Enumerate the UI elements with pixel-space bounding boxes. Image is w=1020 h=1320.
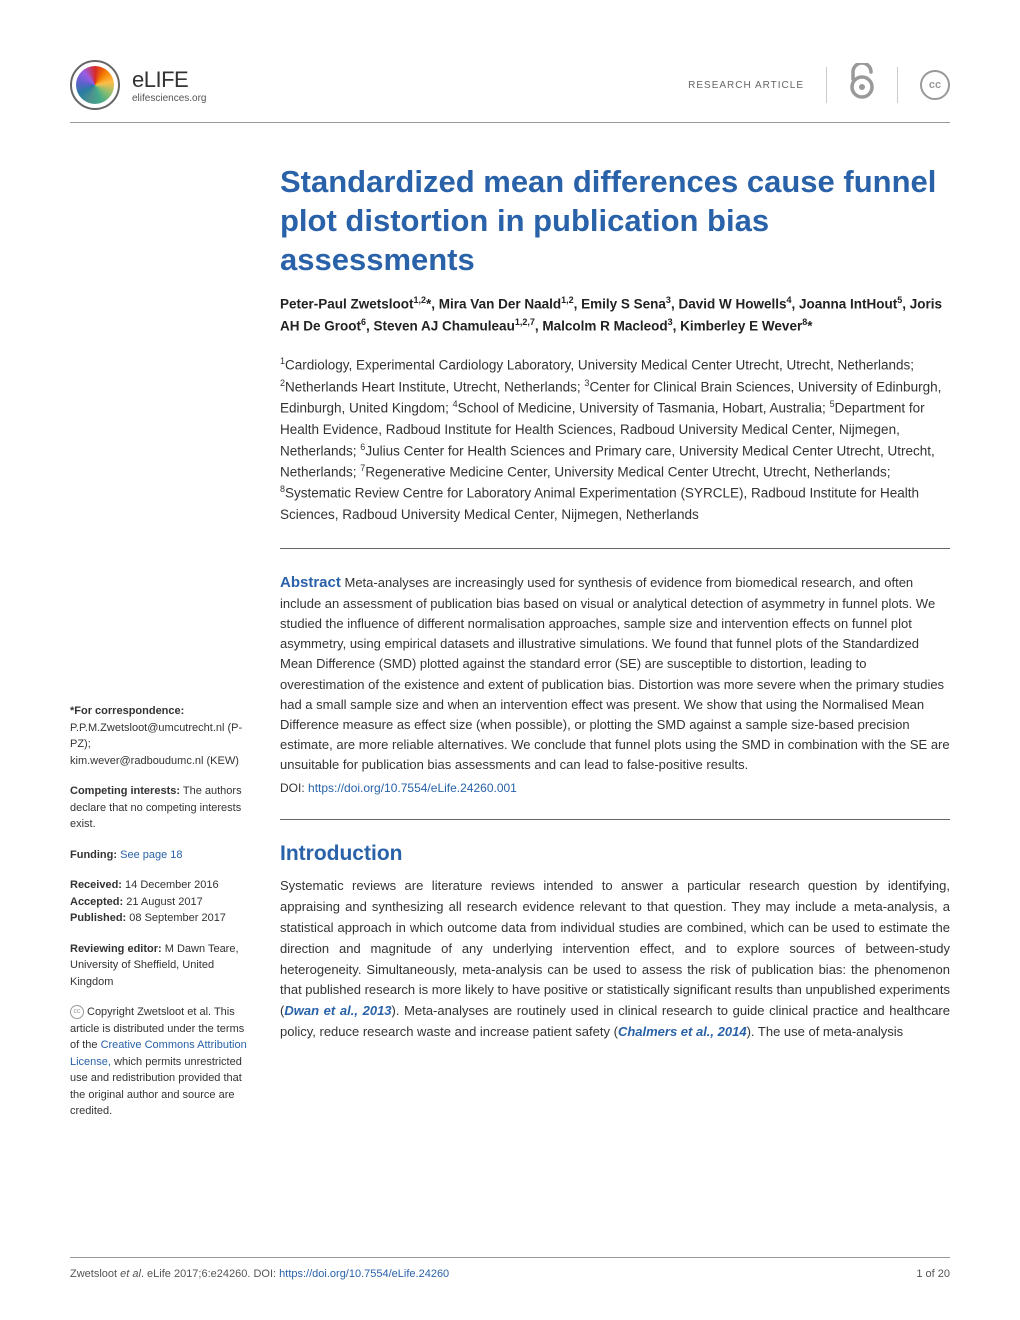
competing-label: Competing interests: — [70, 785, 180, 797]
published-label: Published: — [70, 912, 126, 924]
abstract-block: Abstract Meta-analyses are increasingly … — [280, 571, 950, 776]
article-type-label: RESEARCH ARTICLE — [688, 80, 804, 91]
funding-label: Funding: — [70, 849, 117, 861]
abstract-text: Meta-analyses are increasingly used for … — [280, 575, 950, 772]
received-label: Received: — [70, 879, 122, 891]
elife-logo-icon — [70, 60, 120, 110]
correspondence-block: *For correspondence: P.P.M.Zwetsloot@umc… — [70, 703, 250, 769]
received-date: 14 December 2016 — [125, 879, 219, 891]
correspondence-email-1[interactable]: P.P.M.Zwetsloot@umcutrecht.nl (P-PZ); — [70, 722, 242, 751]
funding-block: Funding: See page 18 — [70, 847, 250, 864]
footer-doi-link[interactable]: https://doi.org/10.7554/eLife.24260 — [279, 1268, 449, 1280]
article-title: Standardized mean differences cause funn… — [280, 163, 950, 279]
competing-interests-block: Competing interests: The authors declare… — [70, 783, 250, 833]
copyright-block: ccCopyright Zwetsloot et al. This articl… — [70, 1004, 250, 1120]
open-access-icon — [849, 63, 875, 107]
journal-url[interactable]: elifesciences.org — [132, 93, 206, 104]
page-number: 1 of 20 — [916, 1268, 950, 1280]
doi-block: DOI: https://doi.org/10.7554/eLife.24260… — [280, 781, 950, 795]
correspondence-email-2[interactable]: kim.wever@radboudumc.nl (KEW) — [70, 755, 239, 767]
cc-icon: cc — [920, 70, 950, 100]
accepted-label: Accepted: — [70, 896, 123, 908]
divider — [826, 67, 827, 103]
divider — [280, 548, 950, 549]
abstract-label: Abstract — [280, 574, 341, 591]
sidebar: *For correspondence: P.P.M.Zwetsloot@umc… — [70, 163, 250, 1134]
correspondence-label: *For correspondence: — [70, 705, 184, 717]
journal-name: eLIFE — [132, 67, 206, 93]
affiliations-list: 1Cardiology, Experimental Cardiology Lab… — [280, 355, 950, 525]
journal-logo: eLIFE elifesciences.org — [70, 60, 206, 110]
main-content: Standardized mean differences cause funn… — [280, 163, 950, 1134]
divider — [280, 819, 950, 820]
reviewing-label: Reviewing editor: — [70, 943, 162, 955]
accepted-date: 21 August 2017 — [126, 896, 202, 908]
introduction-body: Systematic reviews are literature review… — [280, 876, 950, 1042]
page-footer: Zwetsloot et al. eLife 2017;6:e24260. DO… — [70, 1257, 950, 1280]
dates-block: Received: 14 December 2016 Accepted: 21 … — [70, 877, 250, 927]
introduction-heading: Introduction — [280, 842, 950, 866]
page-header: eLIFE elifesciences.org RESEARCH ARTICLE… — [70, 60, 950, 123]
doi-label: DOI: — [280, 781, 305, 795]
cc-small-icon: cc — [70, 1005, 84, 1019]
divider — [897, 67, 898, 103]
reviewing-editor-block: Reviewing editor: M Dawn Teare, Universi… — [70, 941, 250, 991]
footer-citation: Zwetsloot et al. eLife 2017;6:e24260. DO… — [70, 1268, 449, 1280]
funding-link[interactable]: See page 18 — [120, 849, 182, 861]
doi-link[interactable]: https://doi.org/10.7554/eLife.24260.001 — [308, 781, 517, 795]
authors-list: Peter-Paul Zwetsloot1,2*, Mira Van Der N… — [280, 293, 950, 337]
published-date: 08 September 2017 — [129, 912, 226, 924]
